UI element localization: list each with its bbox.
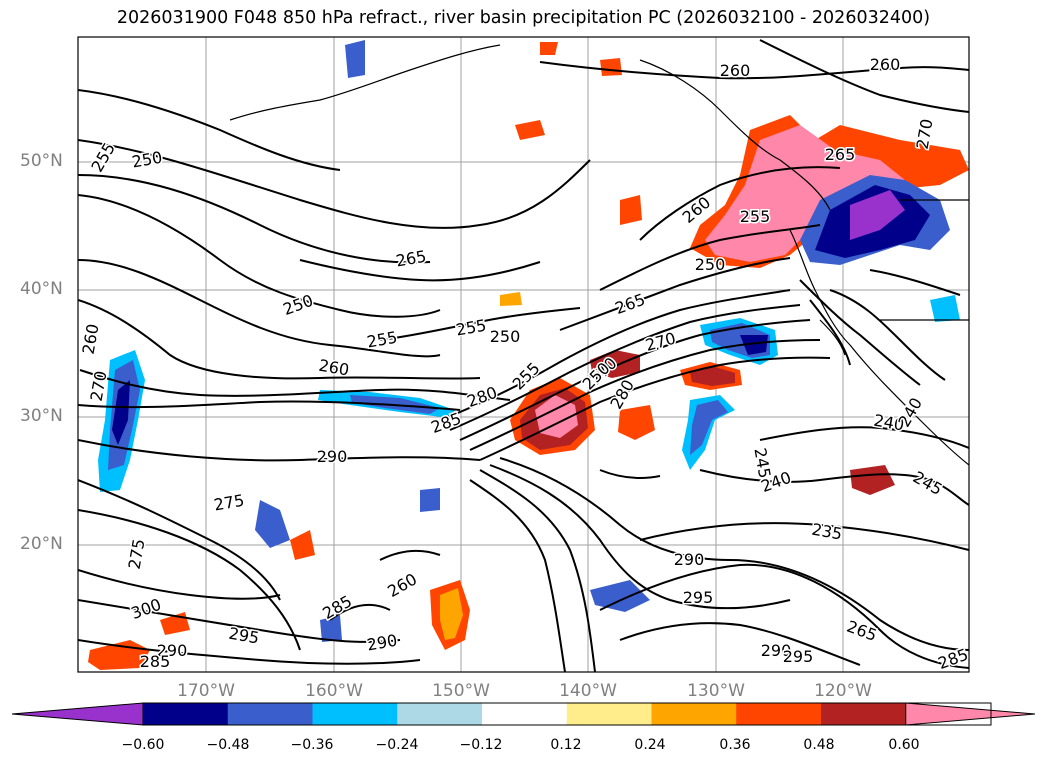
coastlines [229,44,969,466]
contour-label: 290 [761,641,792,660]
colorbar-segment [482,703,568,725]
lat-label-30n: 30°N [20,406,63,426]
lon-label-160w: 160°W [305,681,363,701]
lon-label-120w: 120°W [814,681,872,701]
colorbar-tick-label: −0.12 [459,737,503,753]
colorbar-tick-label: 0.24 [634,737,666,753]
lon-label-170w: 170°W [177,681,235,701]
colorbar-segment [651,703,737,725]
colorbar-extend-min [11,702,144,726]
colorbar-segment [566,703,652,725]
contour-label: 285 [140,652,171,671]
contour-label: 250 [695,255,726,274]
colorbar-tick-label: −0.60 [121,737,165,753]
map-frame [77,36,970,673]
colorbar-segments [11,702,1036,726]
colorbar-segment [821,703,907,725]
lat-label-40n: 40°N [20,279,63,299]
lat-label-50n: 50°N [20,151,63,171]
lon-label-150w: 150°W [432,681,490,701]
contour-label: 260 [720,61,751,80]
contour-label: 265 [825,145,856,164]
contour-label: 290 [317,447,348,466]
colorbar-tick-label: −0.24 [375,737,419,753]
contour-label: 290 [674,550,705,569]
contour-label: 295 [683,588,714,607]
colorbar-tick-label: −0.36 [290,737,334,753]
colorbar-segment [143,703,229,725]
colorbar-tick-label: −0.48 [206,737,250,753]
lon-label-140w: 140°W [559,681,617,701]
contour-label: 260 [870,55,901,74]
contour-label: 255 [740,207,771,226]
refractivity-contours [78,39,969,672]
colorbar-tick-label: 0.48 [803,737,835,753]
colorbar-extend-max [905,702,1036,726]
precip-shading [88,40,969,670]
colorbar-segment [736,703,822,725]
colorbar-tick-label: 0.60 [888,737,920,753]
contour-label: 250 [490,327,521,346]
colorbar-tick-label: 0.36 [719,737,751,753]
lon-label-130w: 130°W [687,681,745,701]
colorbar-tick-label: 0.12 [550,737,582,753]
colorbar [11,702,1036,726]
map-title: 2026031900 F048 850 hPa refract., river … [116,8,931,28]
colorbar-segment [397,703,483,725]
contour-label: 295 [783,647,814,666]
colorbar-segment [227,703,313,725]
colorbar-segment [312,703,398,725]
lat-label-20n: 20°N [20,534,63,554]
contour-label: 290 [157,641,188,660]
